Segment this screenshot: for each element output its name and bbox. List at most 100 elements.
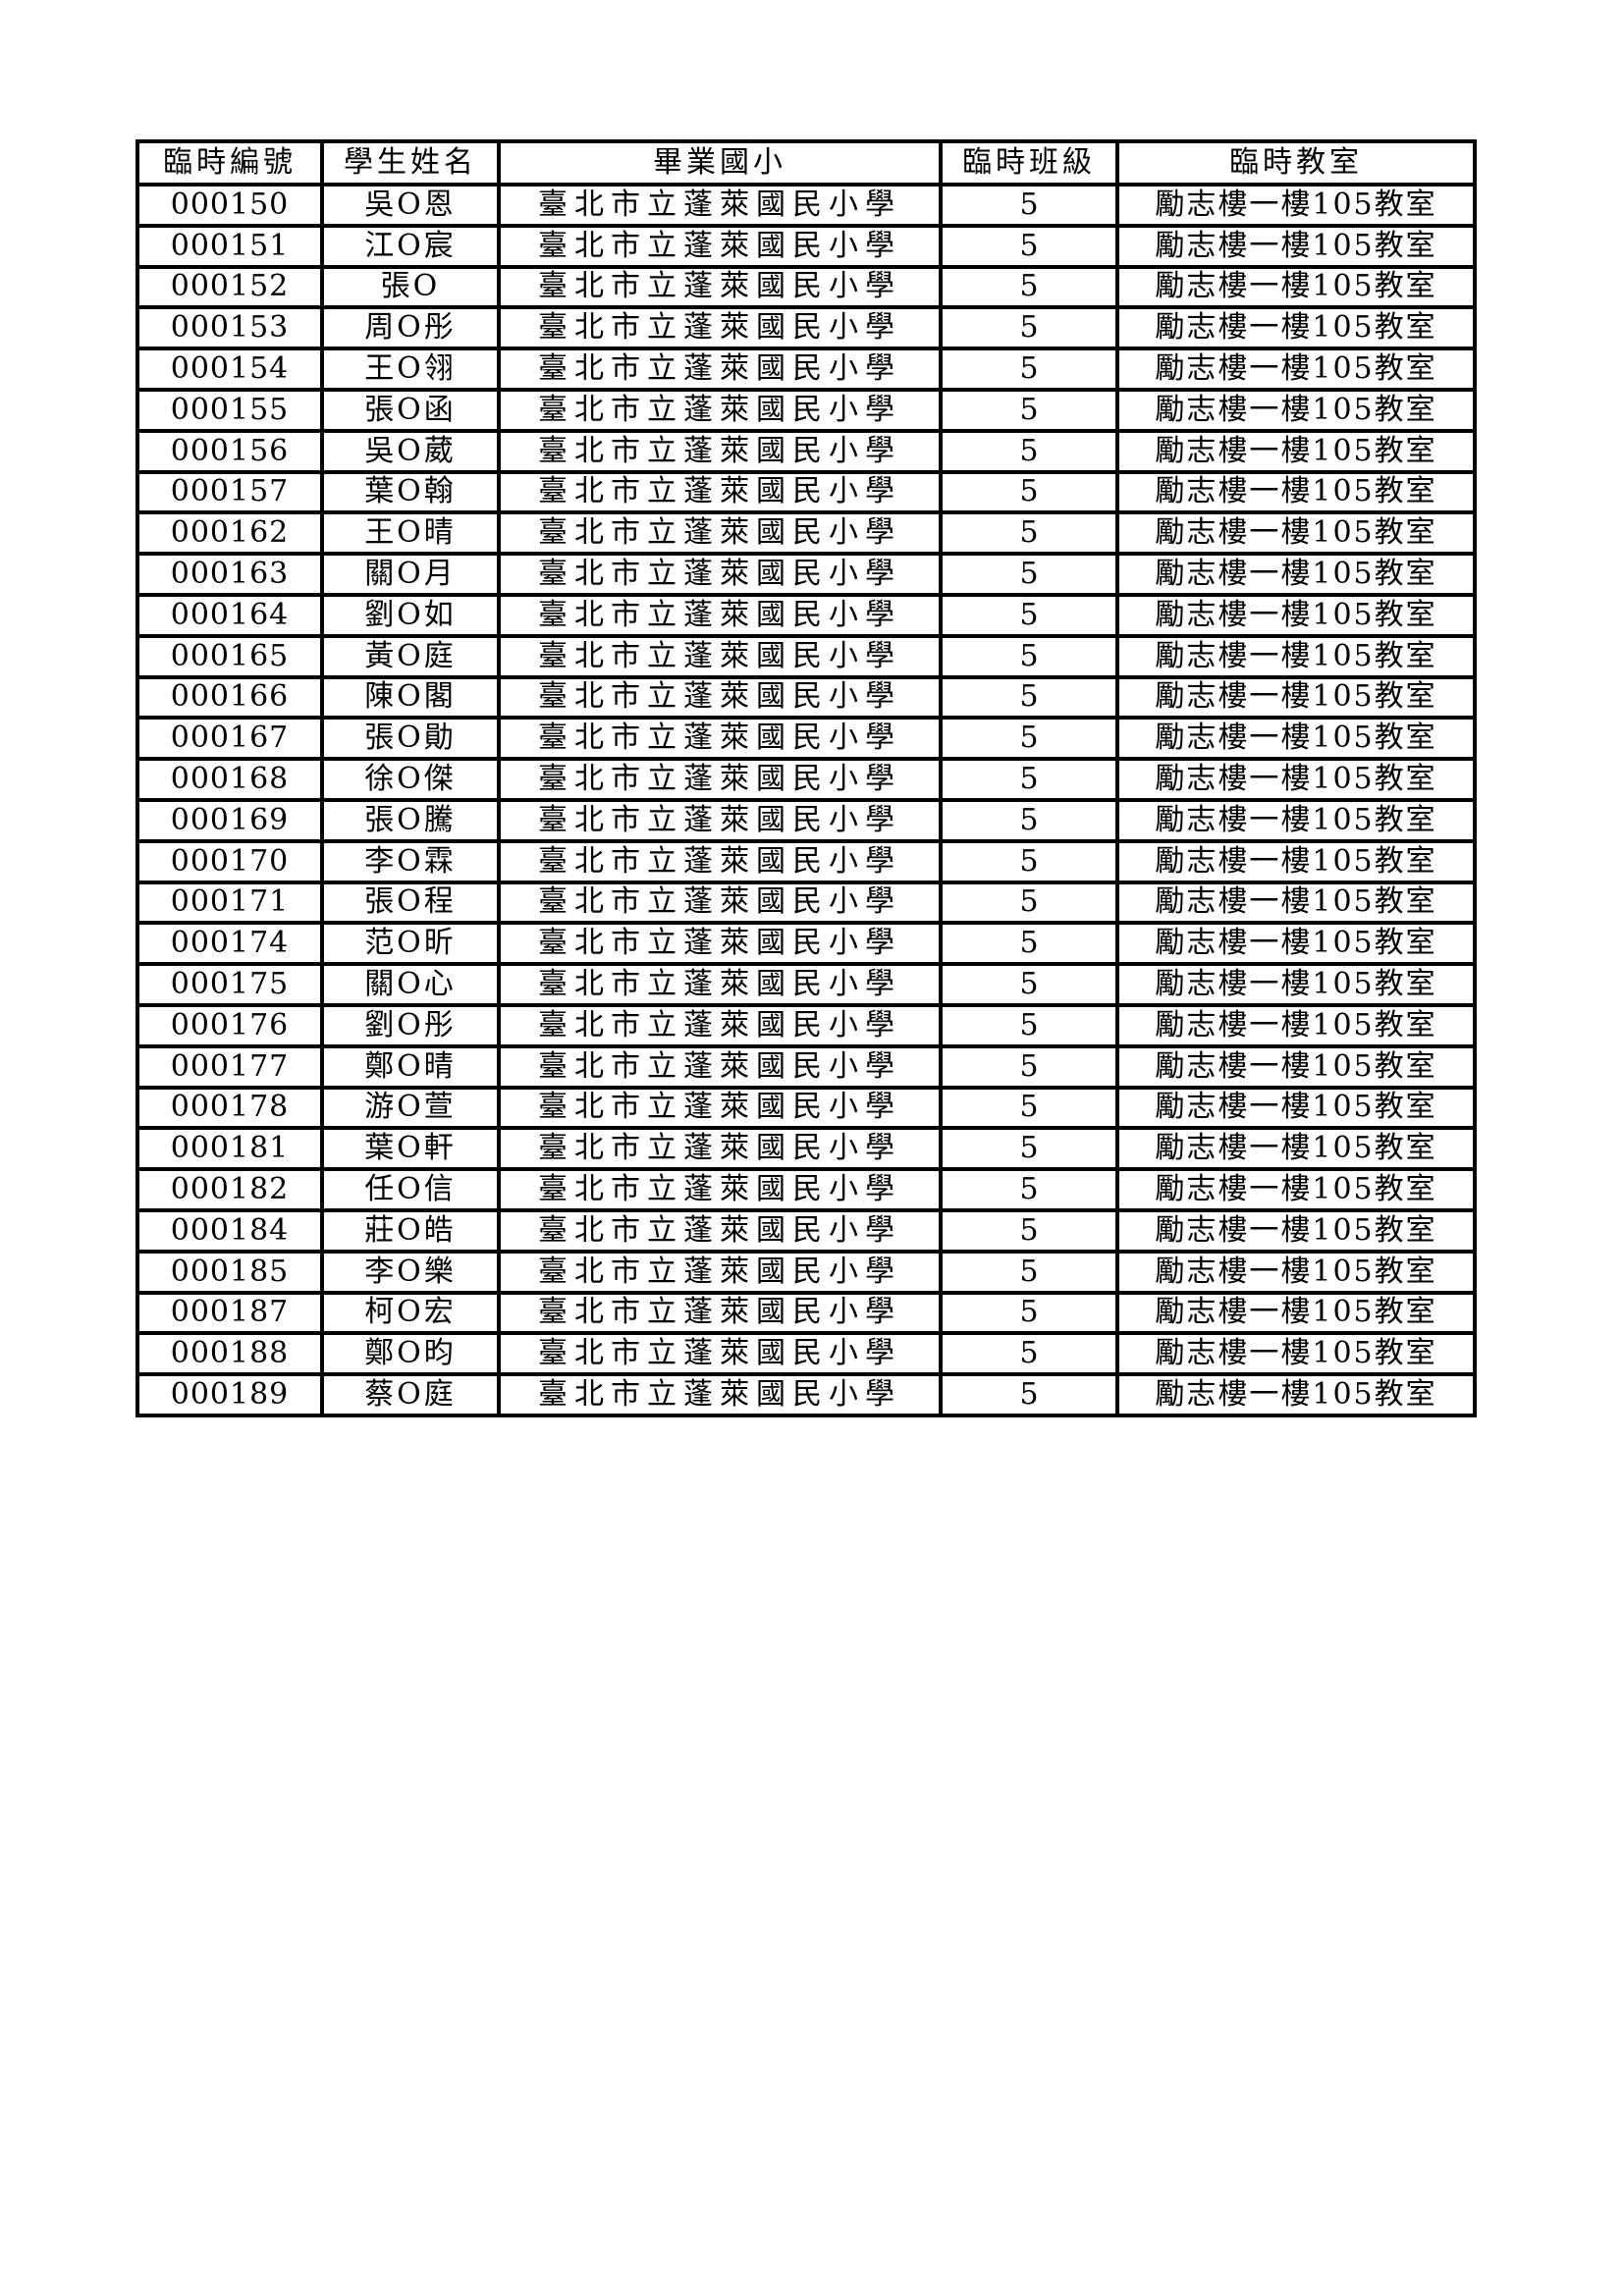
cell-temp-id: 000174 [135, 921, 324, 967]
cell-grad-school: 臺北市立蓬萊國民小學 [497, 1085, 943, 1131]
table-row: 000165 黃O庭 臺北市立蓬萊國民小學 5 勵志樓一樓105教室 [135, 633, 1477, 679]
table-row: 000182 任O信 臺北市立蓬萊國民小學 5 勵志樓一樓105教室 [135, 1167, 1477, 1212]
cell-temp-id: 000178 [135, 1085, 324, 1131]
cell-temp-room: 勵志樓一樓105教室 [1115, 1085, 1477, 1131]
cell-temp-class: 5 [939, 305, 1119, 351]
cell-grad-school: 臺北市立蓬萊國民小學 [497, 838, 943, 884]
table-row: 000156 吳O葳 臺北市立蓬萊國民小學 5 勵志樓一樓105教室 [135, 428, 1477, 474]
cell-temp-class: 5 [939, 838, 1119, 884]
cell-student-name: 莊O皓 [320, 1207, 501, 1254]
cell-grad-school: 臺北市立蓬萊國民小學 [497, 347, 943, 392]
cell-student-name: 江O宸 [320, 223, 501, 269]
cell-grad-school: 臺北市立蓬萊國民小學 [497, 592, 943, 638]
cell-grad-school: 臺北市立蓬萊國民小學 [497, 305, 943, 351]
table-row: 000162 王O晴 臺北市立蓬萊國民小學 5 勵志樓一樓105教室 [135, 510, 1477, 557]
col-header-temp-class: 臨時班級 [939, 139, 1119, 187]
cell-student-name: 劉O如 [320, 592, 501, 638]
cell-temp-id: 000176 [135, 1002, 324, 1048]
table-row: 000175 關O心 臺北市立蓬萊國民小學 5 勵志樓一樓105教室 [135, 962, 1477, 1007]
cell-student-name: 王O晴 [320, 510, 501, 557]
cell-temp-id: 000170 [135, 838, 324, 884]
cell-temp-class: 5 [939, 1002, 1119, 1048]
table-row: 000154 王O翎 臺北市立蓬萊國民小學 5 勵志樓一樓105教室 [135, 347, 1477, 392]
cell-temp-class: 5 [939, 1167, 1119, 1212]
cell-temp-class: 5 [939, 223, 1119, 269]
table-row: 000189 蔡O庭 臺北市立蓬萊國民小學 5 勵志樓一樓105教室 [135, 1372, 1477, 1417]
cell-temp-id: 000154 [135, 347, 324, 392]
cell-temp-class: 5 [939, 387, 1119, 433]
cell-temp-class: 5 [939, 1043, 1119, 1090]
cell-temp-id: 000157 [135, 469, 324, 515]
table-row: 000171 張O程 臺北市立蓬萊國民小學 5 勵志樓一樓105教室 [135, 880, 1477, 926]
cell-temp-room: 勵志樓一樓105教室 [1115, 674, 1477, 721]
cell-grad-school: 臺北市立蓬萊國民小學 [497, 1043, 943, 1090]
cell-student-name: 陳O閣 [320, 674, 501, 721]
cell-grad-school: 臺北市立蓬萊國民小學 [497, 797, 943, 843]
cell-student-name: 徐O傑 [320, 757, 501, 802]
cell-grad-school: 臺北市立蓬萊國民小學 [497, 387, 943, 433]
cell-temp-id: 000184 [135, 1207, 324, 1254]
cell-student-name: 李O樂 [320, 1249, 501, 1295]
cell-temp-class: 5 [939, 921, 1119, 967]
cell-temp-id: 000153 [135, 305, 324, 351]
cell-grad-school: 臺北市立蓬萊國民小學 [497, 880, 943, 926]
cell-student-name: 葉O翰 [320, 469, 501, 515]
cell-temp-room: 勵志樓一樓105教室 [1115, 757, 1477, 802]
cell-temp-room: 勵志樓一樓105教室 [1115, 962, 1477, 1007]
cell-temp-id: 000164 [135, 592, 324, 638]
cell-temp-id: 000177 [135, 1043, 324, 1090]
cell-temp-id: 000167 [135, 716, 324, 762]
table-row: 000166 陳O閣 臺北市立蓬萊國民小學 5 勵志樓一樓105教室 [135, 674, 1477, 721]
cell-grad-school: 臺北市立蓬萊國民小學 [497, 674, 943, 721]
cell-temp-id: 000171 [135, 880, 324, 926]
table-row: 000157 葉O翰 臺北市立蓬萊國民小學 5 勵志樓一樓105教室 [135, 469, 1477, 515]
cell-temp-id: 000181 [135, 1126, 324, 1172]
cell-student-name: 張O騰 [320, 797, 501, 843]
table-header-row: 臨時編號 學生姓名 畢業國小 臨時班級 臨時教室 [135, 139, 1477, 187]
cell-grad-school: 臺北市立蓬萊國民小學 [497, 510, 943, 557]
table-row: 000167 張O勛 臺北市立蓬萊國民小學 5 勵志樓一樓105教室 [135, 716, 1477, 762]
table-row: 000152 張O 臺北市立蓬萊國民小學 5 勵志樓一樓105教室 [135, 264, 1477, 310]
cell-temp-class: 5 [939, 592, 1119, 638]
cell-grad-school: 臺北市立蓬萊國民小學 [497, 757, 943, 802]
cell-temp-room: 勵志樓一樓105教室 [1115, 1043, 1477, 1090]
cell-temp-room: 勵志樓一樓105教室 [1115, 347, 1477, 392]
cell-grad-school: 臺北市立蓬萊國民小學 [497, 921, 943, 967]
cell-grad-school: 臺北市立蓬萊國民小學 [497, 552, 943, 597]
cell-temp-id: 000150 [135, 183, 324, 228]
table-row: 000177 鄭O晴 臺北市立蓬萊國民小學 5 勵志樓一樓105教室 [135, 1043, 1477, 1090]
table-row: 000153 周O彤 臺北市立蓬萊國民小學 5 勵志樓一樓105教室 [135, 305, 1477, 351]
cell-grad-school: 臺北市立蓬萊國民小學 [497, 1126, 943, 1172]
cell-temp-room: 勵志樓一樓105教室 [1115, 921, 1477, 967]
cell-temp-room: 勵志樓一樓105教室 [1115, 469, 1477, 515]
cell-temp-class: 5 [939, 510, 1119, 557]
cell-grad-school: 臺北市立蓬萊國民小學 [497, 223, 943, 269]
cell-student-name: 蔡O庭 [320, 1372, 501, 1417]
cell-temp-room: 勵志樓一樓105教室 [1115, 1126, 1477, 1172]
cell-temp-id: 000188 [135, 1331, 324, 1377]
cell-temp-id: 000169 [135, 797, 324, 843]
cell-student-name: 黃O庭 [320, 633, 501, 679]
cell-student-name: 張O勛 [320, 716, 501, 762]
cell-grad-school: 臺北市立蓬萊國民小學 [497, 428, 943, 474]
cell-grad-school: 臺北市立蓬萊國民小學 [497, 1249, 943, 1295]
cell-student-name: 吳O恩 [320, 183, 501, 228]
cell-grad-school: 臺北市立蓬萊國民小學 [497, 1290, 943, 1336]
cell-temp-id: 000185 [135, 1249, 324, 1295]
cell-grad-school: 臺北市立蓬萊國民小學 [497, 1372, 943, 1417]
table-row: 000168 徐O傑 臺北市立蓬萊國民小學 5 勵志樓一樓105教室 [135, 757, 1477, 802]
cell-temp-room: 勵志樓一樓105教室 [1115, 633, 1477, 679]
cell-temp-id: 000156 [135, 428, 324, 474]
cell-temp-room: 勵志樓一樓105教室 [1115, 264, 1477, 310]
cell-temp-id: 000155 [135, 387, 324, 433]
table-body: 000150 吳O恩 臺北市立蓬萊國民小學 5 勵志樓一樓105教室 00015… [135, 183, 1477, 1417]
cell-temp-room: 勵志樓一樓105教室 [1115, 592, 1477, 638]
cell-grad-school: 臺北市立蓬萊國民小學 [497, 264, 943, 310]
table-row: 000163 關O月 臺北市立蓬萊國民小學 5 勵志樓一樓105教室 [135, 552, 1477, 597]
cell-student-name: 鄭O昀 [320, 1331, 501, 1377]
cell-temp-room: 勵志樓一樓105教室 [1115, 1290, 1477, 1336]
cell-temp-class: 5 [939, 1331, 1119, 1377]
cell-grad-school: 臺北市立蓬萊國民小學 [497, 1331, 943, 1377]
cell-student-name: 葉O軒 [320, 1126, 501, 1172]
cell-temp-room: 勵志樓一樓105教室 [1115, 716, 1477, 762]
